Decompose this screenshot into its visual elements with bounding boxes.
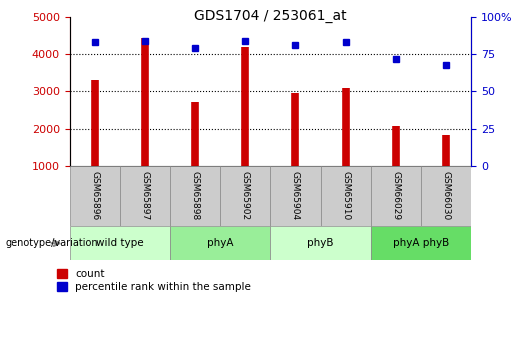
Text: GSM65896: GSM65896	[90, 171, 99, 220]
Text: genotype/variation: genotype/variation	[5, 238, 98, 248]
Text: GSM65910: GSM65910	[341, 171, 350, 220]
Text: GDS1704 / 253061_at: GDS1704 / 253061_at	[194, 9, 347, 23]
Bar	[70, 226, 170, 260]
Text: wild type: wild type	[96, 238, 144, 248]
Bar	[270, 226, 371, 260]
Bar	[220, 166, 270, 226]
Text: phyA: phyA	[207, 238, 233, 248]
Text: phyB: phyB	[307, 238, 334, 248]
Bar	[170, 166, 220, 226]
Text: GSM65902: GSM65902	[241, 171, 250, 220]
Bar	[70, 166, 119, 226]
Bar	[320, 166, 371, 226]
Text: GSM65904: GSM65904	[291, 171, 300, 220]
Text: GSM65897: GSM65897	[141, 171, 149, 220]
Text: GSM65898: GSM65898	[191, 171, 199, 220]
Bar	[371, 226, 471, 260]
Bar	[270, 166, 321, 226]
Bar	[421, 166, 471, 226]
Text: phyA phyB: phyA phyB	[393, 238, 449, 248]
Bar	[119, 166, 170, 226]
Text: GSM66029: GSM66029	[391, 171, 400, 220]
Bar	[170, 226, 270, 260]
Legend: count, percentile rank within the sample: count, percentile rank within the sample	[57, 269, 251, 292]
Bar	[371, 166, 421, 226]
Text: GSM66030: GSM66030	[442, 171, 451, 220]
